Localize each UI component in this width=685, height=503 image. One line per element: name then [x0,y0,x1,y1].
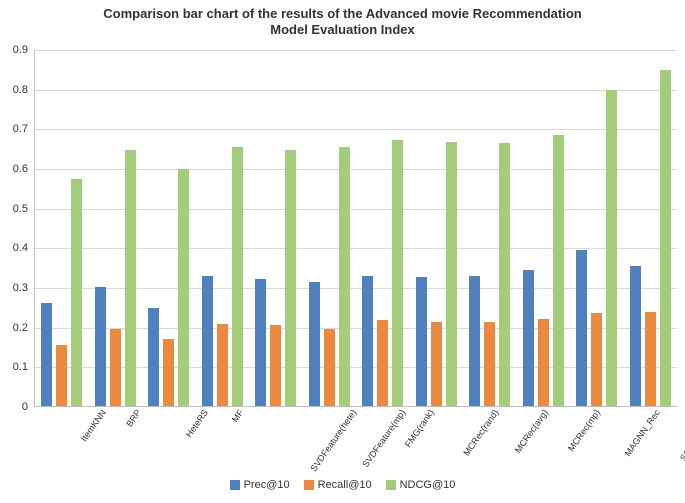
y-tick-label: 0.7 [0,123,28,135]
bar [148,308,159,406]
bar [110,329,121,406]
bar-group [463,50,517,406]
y-tick-label: 0.8 [0,84,28,96]
bar-group [89,50,143,406]
bar-group [624,50,678,406]
bar [125,150,136,406]
bar [606,90,617,406]
x-label: MF [229,408,245,424]
y-tick-label: 0.3 [0,282,28,294]
bar [645,312,656,406]
legend-swatch [230,480,240,490]
bar [217,324,228,407]
bar [324,329,335,406]
bar [553,135,564,406]
bar [71,179,82,406]
bar [591,313,602,406]
bar [484,322,495,406]
y-tick-label: 0.4 [0,242,28,254]
bar [202,276,213,406]
legend-label: NDCG@10 [400,479,456,491]
bar [469,276,480,407]
bar-group [142,50,196,406]
bar-groups [35,50,677,406]
chart-root: Comparison bar chart of the results of t… [0,0,685,503]
bar [255,279,266,406]
bar [523,270,534,406]
bar-group [356,50,410,406]
bar [163,339,174,406]
bar [431,322,442,406]
bar-group [517,50,571,406]
y-tick-label: 0.9 [0,44,28,56]
legend-swatch [386,480,396,490]
y-tick-label: 0.2 [0,322,28,334]
bar [95,287,106,406]
plot-area: 00.10.20.30.40.50.60.70.80.9 [0,50,685,407]
x-label: SCLW_MCRec [678,408,685,463]
bar-group [249,50,303,406]
plot-box [34,50,677,407]
bar [232,147,243,406]
y-tick-label: 0.6 [0,163,28,175]
legend-label: Prec@10 [244,479,290,491]
chart-title-line1: Comparison bar chart of the results of t… [0,6,685,22]
bar [270,325,281,406]
bar-group [35,50,89,406]
bar-group [410,50,464,406]
bar [660,70,671,406]
bar-group [570,50,624,406]
bar [56,345,67,406]
y-tick-label: 0.5 [0,203,28,215]
legend-label: Recall@10 [318,479,372,491]
bar [178,169,189,406]
bar [630,266,641,406]
chart-title: Comparison bar chart of the results of t… [0,0,685,39]
legend-swatch [304,480,314,490]
bar-group [196,50,250,406]
bar [285,150,296,406]
legend-item: NDCG@10 [386,479,456,491]
bar [446,142,457,406]
bar [538,319,549,406]
bar [339,147,350,406]
bar [499,143,510,406]
bar [392,140,403,406]
bar [309,282,320,406]
bar [576,250,587,406]
bar [41,303,52,406]
y-tick-label: 0.1 [0,361,28,373]
bar [362,276,373,406]
legend-item: Prec@10 [230,479,290,491]
bar-group [303,50,357,406]
y-tick-label: 0 [0,401,28,413]
bar [377,320,388,406]
legend-item: Recall@10 [304,479,372,491]
bar [416,277,427,406]
chart-title-line2: Model Evaluation Index [0,22,685,38]
legend: Prec@10 Recall@10 NDCG@10 [0,469,685,499]
